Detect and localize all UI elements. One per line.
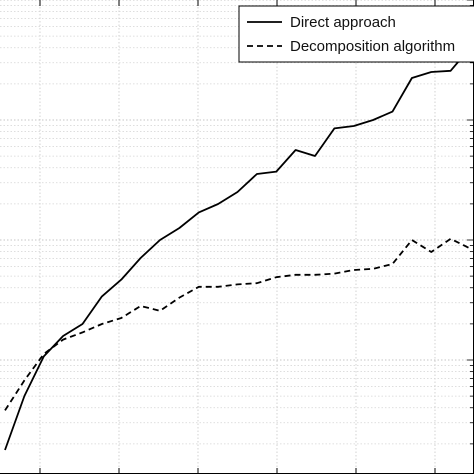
series-lines (4, 47, 471, 451)
legend-label-direct-approach: Direct approach (290, 14, 396, 31)
legend: Direct approach Decomposition algorithm (238, 5, 474, 63)
legend-label-decomposition-algorithm: Decomposition algorithm (290, 38, 455, 55)
legend-box (238, 5, 474, 63)
series-line-direct-approach (4, 47, 471, 451)
series-line-decomposition-algorithm (4, 237, 471, 411)
